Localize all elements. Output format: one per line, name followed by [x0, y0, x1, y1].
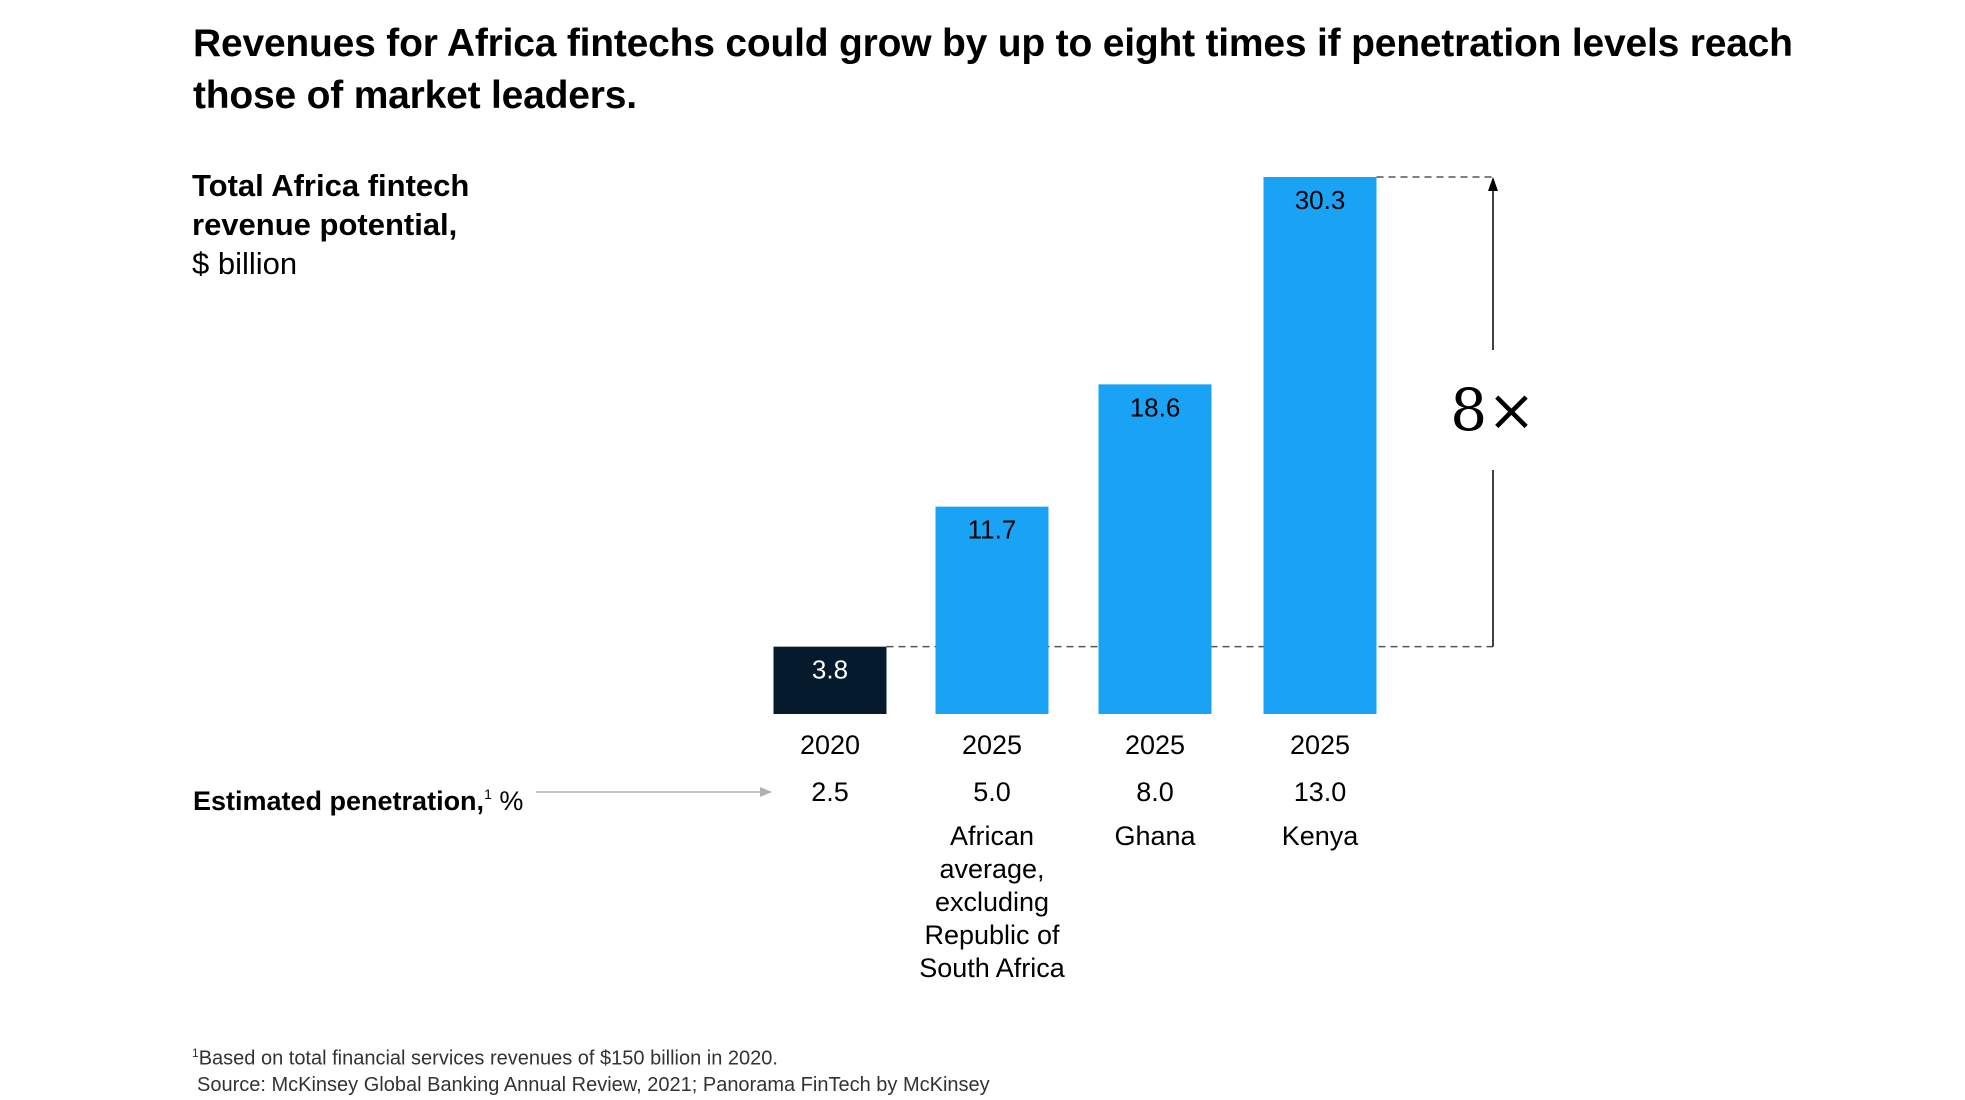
- category-label-0: 2020: [800, 730, 860, 760]
- bar-1: [935, 506, 1049, 714]
- y-axis-label-text: Total Africa fintech revenue potential,: [192, 168, 470, 242]
- category-label-2: 2025: [1125, 730, 1185, 760]
- category-label-1: 2025: [962, 730, 1022, 760]
- y-axis-label: Total Africa fintech revenue potential, …: [192, 166, 522, 283]
- footnote-mark: 1: [192, 1046, 199, 1060]
- descriptor-label-2: Ghana: [1114, 821, 1196, 851]
- bar-0: [773, 646, 887, 714]
- penetration-label: Estimated penetration,1 %: [193, 786, 523, 817]
- penetration-label-text: Estimated penetration,: [193, 786, 485, 816]
- descriptor-label-3: Kenya: [1281, 821, 1359, 851]
- bar-value-label-0: 3.8: [812, 655, 848, 685]
- bar-value-label-1: 11.7: [968, 515, 1017, 545]
- bar-3: [1263, 177, 1377, 714]
- multiplier-label: 8×: [1450, 376, 1536, 444]
- bar-value-label-2: 18.6: [1130, 392, 1181, 422]
- chart-title: Revenues for Africa fintechs could grow …: [193, 22, 1793, 117]
- penetration-value-2: 8.0: [1136, 777, 1174, 807]
- penetration-unit: %: [499, 786, 524, 816]
- category-label-3: 2025: [1290, 730, 1350, 760]
- multiplier-arrow-head: [1488, 177, 1498, 191]
- penetration-arrow-head: [760, 787, 772, 797]
- penetration-value-3: 13.0: [1294, 777, 1347, 807]
- footnote-basis: Based on total financial services revenu…: [198, 1047, 778, 1070]
- footnote: 1Based on total financial services reven…: [192, 1040, 990, 1098]
- descriptor-label-1: African average, excluding Republic of S…: [919, 821, 1065, 983]
- bar-2: [1098, 384, 1212, 714]
- penetration-value-0: 2.5: [811, 777, 849, 807]
- penetration-footnote-mark: 1: [484, 786, 492, 802]
- penetration-value-1: 5.0: [973, 777, 1011, 807]
- footnote-source: Source: McKinsey Global Banking Annual R…: [197, 1073, 990, 1096]
- y-axis-unit: $ billion: [192, 246, 298, 281]
- bar-value-label-3: 30.3: [1295, 185, 1346, 215]
